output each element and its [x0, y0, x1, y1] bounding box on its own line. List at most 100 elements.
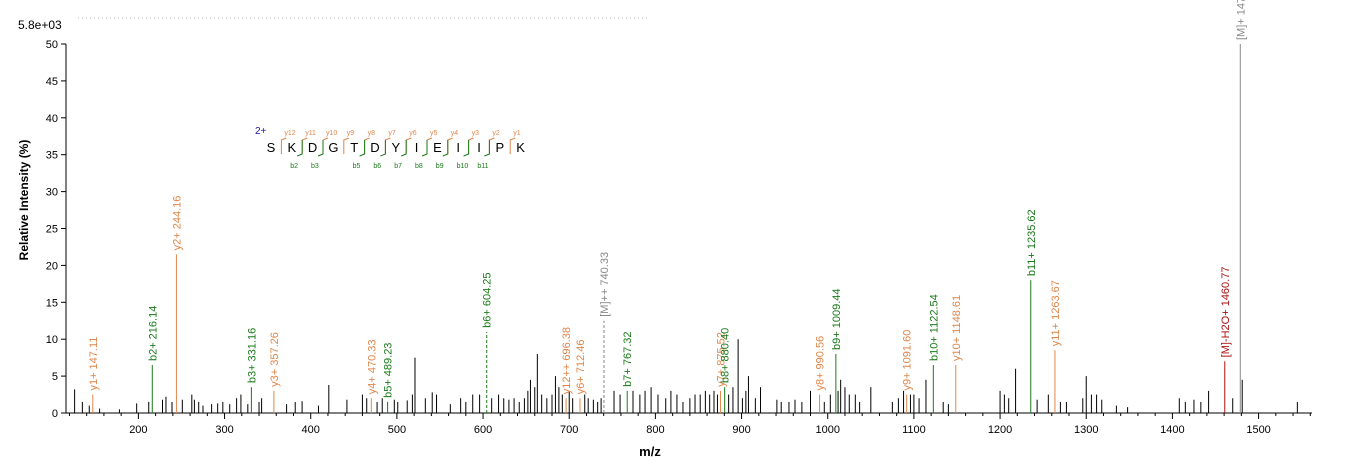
y-ion-bracket [280, 137, 287, 154]
y-tick-label: 0 [52, 408, 58, 420]
sequence-residue: T [350, 140, 358, 155]
x-axis-label: m/z [639, 444, 661, 459]
y-ion-bracket [364, 137, 370, 154]
charge-state: 2+ [255, 126, 267, 137]
b-ion-label: b2 [290, 163, 298, 170]
b-ion-label: b6 [373, 163, 381, 170]
sequence-residue: D [308, 140, 317, 155]
b-ion-bracket [463, 140, 470, 157]
y-ion-bracket [322, 137, 329, 154]
y-tick-label: 45 [46, 76, 58, 88]
peak-label: y12++ 696.38 [561, 327, 573, 394]
x-tick-label: 700 [560, 424, 578, 436]
sequence-residue: I [456, 140, 460, 155]
y-tick-label: 30 [46, 187, 58, 199]
y-tick-label: 5 [52, 371, 58, 383]
y-ion-label: y4 [451, 130, 459, 137]
b-ion-label: b7 [394, 163, 402, 170]
y-ion-bracket [343, 137, 349, 154]
x-tick-label: 200 [129, 424, 147, 436]
y-ion-label: y6 [409, 130, 417, 137]
x-tick-label: 600 [474, 424, 492, 436]
peak-label: b9+ 1009.44 [831, 288, 843, 349]
b-ion-label: b8 [415, 163, 423, 170]
sequence-residue: I [415, 140, 419, 155]
peak-label: b11+ 1235.62 [1026, 209, 1038, 276]
b-ion-label: b11 [477, 163, 488, 170]
peak-labels: y1+ 147.11 b2+ 216.14 y2+ 244.16 b3+ 331.16… [88, 0, 1247, 398]
b-ion-label: b9 [436, 163, 444, 170]
y-ion-label: y2 [492, 130, 500, 137]
b-ion-bracket [484, 140, 490, 157]
y-ion-label: y1 [513, 130, 521, 137]
x-tick-label: 1100 [902, 424, 926, 436]
y-ion-bracket [447, 137, 453, 154]
peak-label: y11+ 1263.67 [1050, 280, 1062, 346]
x-tick-label: 900 [732, 424, 750, 436]
peak-label: b10+ 1122.54 [928, 294, 940, 361]
peak-label: b2+ 216.14 [147, 306, 159, 361]
y-axis-label: Relative Intensity (%) [17, 140, 31, 261]
peak-label: y6+ 712.46 [575, 339, 587, 394]
b-ion-bracket [380, 140, 386, 157]
y-tick-label: 35 [46, 150, 58, 162]
b-ion-bracket [359, 140, 366, 157]
sequence-residue: E [433, 140, 442, 155]
y-ion-label: y7 [388, 130, 396, 137]
peak-label: [M]+ 1478.77 [1235, 0, 1247, 40]
x-tick-label: 1000 [815, 424, 839, 436]
b-ion-bracket [421, 140, 428, 157]
peak-label: b6+ 604.25 [482, 272, 494, 327]
peak-label: b8+ 880.40 [720, 328, 732, 383]
y-tick-label: 40 [46, 113, 58, 125]
annotated-peaks [92, 44, 1241, 413]
b-ion-bracket [317, 140, 324, 157]
y-tick-label: 20 [46, 260, 58, 272]
b-ion-bracket [297, 140, 303, 157]
y-tick-label: 25 [46, 224, 58, 236]
peak-label: y10+ 1148.61 [951, 295, 963, 361]
peak-label: b3+ 331.16 [246, 328, 258, 383]
x-tick-label: 300 [215, 424, 233, 436]
y-ion-label: y9 [347, 130, 355, 137]
peak-label: y4+ 470.33 [366, 339, 378, 394]
y-ion-bracket [509, 137, 516, 154]
y-ion-label: y10 [326, 130, 337, 137]
peak-label: b7+ 767.32 [622, 331, 634, 386]
intensity-scale-label: 5.8e+03 [18, 18, 62, 32]
sequence-residue: G [328, 140, 338, 155]
y-tick-label: 10 [46, 334, 58, 346]
y-ion-label: y8 [368, 130, 376, 137]
sequence-residue: K [516, 140, 525, 155]
y-ion-label: y11 [305, 130, 316, 137]
x-tick-label: 1500 [1246, 424, 1270, 436]
y-ion-label: y5 [430, 130, 438, 137]
x-tick-label: 1300 [1074, 424, 1098, 436]
sequence-residue: Y [391, 140, 400, 155]
peak-label: b5+ 489.23 [383, 343, 395, 398]
y-ion-bracket [301, 137, 308, 154]
b-ion-bracket [401, 140, 407, 157]
sequence-residue: S [267, 140, 276, 155]
y-ion-bracket [488, 137, 495, 154]
x-tick-label: 800 [646, 424, 664, 436]
y-tick-label: 15 [46, 297, 58, 309]
sequence-residue: D [370, 140, 379, 155]
peak-label: y1+ 147.11 [88, 337, 100, 391]
y-ion-bracket [426, 137, 433, 154]
y-ion-label: y12 [284, 130, 295, 137]
b-ion-label: b3 [311, 163, 319, 170]
chart-axes: 0 5 10 15 20 25 30 35 40 45 50 200 300 400 500 600 700 80… [46, 17, 1312, 436]
peak-label: y8+ 990.56 [815, 336, 827, 391]
x-tick-label: 1200 [988, 424, 1012, 436]
y-tick-label: 50 [46, 39, 58, 51]
x-tick-label: 1400 [1160, 424, 1184, 436]
sequence-residue: K [287, 140, 296, 155]
peak-label: y3+ 357.26 [269, 332, 281, 387]
x-tick-label: 500 [388, 424, 406, 436]
unannotated-peaks [74, 339, 1298, 413]
peak-label: y7+ 875.52 [715, 332, 727, 387]
sequence-residue: P [495, 140, 504, 155]
